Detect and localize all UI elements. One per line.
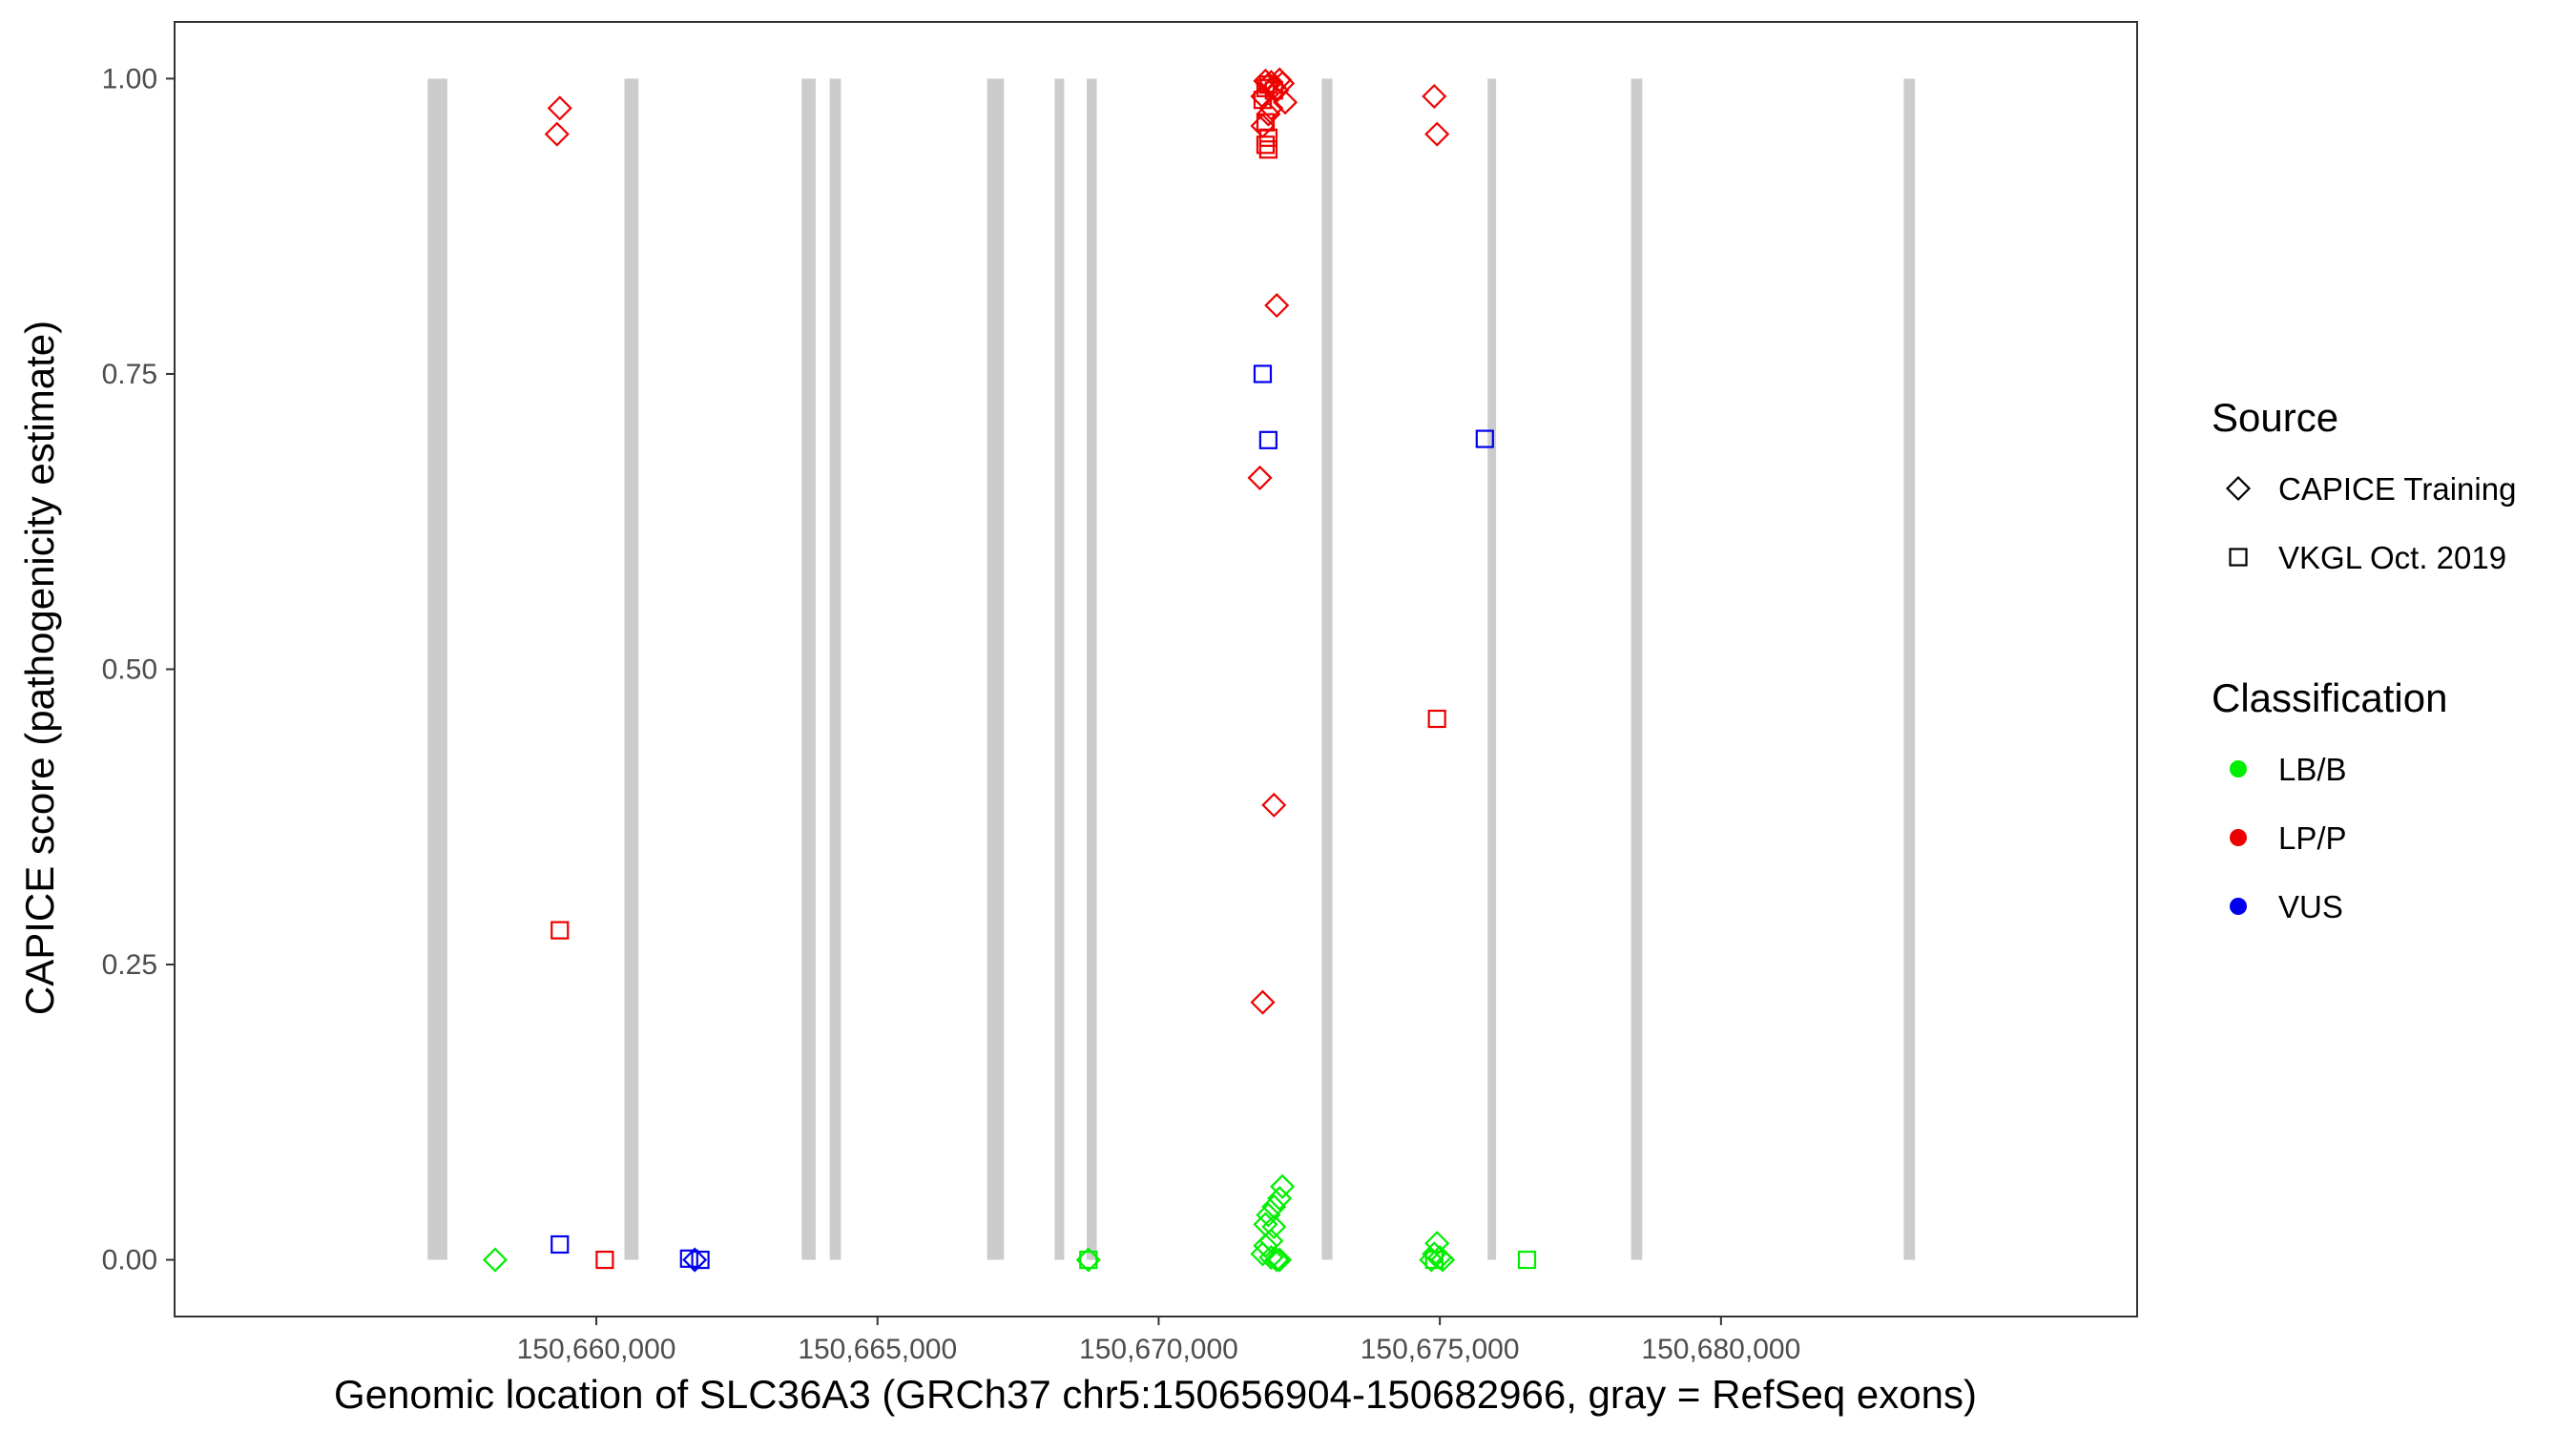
data-point — [544, 121, 570, 147]
data-point — [1264, 1247, 1290, 1273]
data-point — [547, 95, 572, 121]
x-tick-label: 150,660,000 — [517, 1334, 676, 1365]
data-point — [1256, 101, 1281, 127]
data-point — [551, 921, 570, 940]
exon-bar — [1087, 78, 1097, 1260]
y-axis: 0.00 0.25 0.50 0.75 1.00 — [102, 63, 175, 1276]
legend-key-dot — [2230, 760, 2247, 778]
data-point — [1430, 1247, 1456, 1273]
x-tick-label: 150,665,000 — [798, 1334, 957, 1365]
legend-key-square — [2229, 548, 2248, 567]
legend-label: LP/P — [2278, 820, 2347, 856]
x-axis: 150,660,000 150,665,000 150,670,000 150,675… — [517, 1317, 1800, 1365]
data-point — [1250, 989, 1276, 1015]
data-point — [1264, 293, 1290, 319]
legend-key-dot — [2230, 829, 2247, 846]
y-tick-label: 0.50 — [102, 654, 157, 686]
data-point — [1256, 1202, 1281, 1228]
data-point — [1422, 83, 1447, 110]
exon-bar — [427, 78, 447, 1260]
data-point — [1250, 1241, 1276, 1267]
legend-label: VKGL Oct. 2019 — [2278, 540, 2506, 575]
data-point — [1475, 429, 1494, 448]
data-point — [1253, 91, 1273, 110]
data-point — [1270, 1173, 1296, 1199]
data-point — [1424, 1250, 1444, 1270]
exon-bar — [1054, 78, 1065, 1260]
data-point — [1264, 81, 1283, 100]
legend-key-diamond — [2225, 475, 2252, 502]
data-point — [1079, 1250, 1098, 1270]
data-point — [1261, 1193, 1287, 1219]
exon-layer — [427, 78, 1916, 1260]
legend-label: LB/B — [2278, 752, 2347, 787]
legend-label: VUS — [2278, 889, 2343, 924]
y-tick-label: 1.00 — [102, 63, 157, 94]
data-point — [1258, 95, 1284, 121]
exon-bar — [1321, 78, 1333, 1260]
legend-label: CAPICE Training — [2278, 471, 2516, 507]
data-point — [1267, 1247, 1293, 1273]
exon-bar — [801, 78, 816, 1260]
data-point — [1258, 430, 1278, 449]
legend-title: Classification — [2212, 675, 2447, 720]
y-tick-label: 0.75 — [102, 359, 157, 390]
data-point — [1253, 1233, 1278, 1258]
data-point — [682, 1247, 708, 1273]
x-tick-label: 150,680,000 — [1641, 1334, 1800, 1365]
data-point — [679, 1249, 698, 1268]
y-axis-title: CAPICE score (pathogenicity estimate) — [17, 321, 62, 1015]
exon-bar — [987, 78, 1005, 1260]
plot-panel-border — [174, 21, 2138, 1317]
data-point — [1427, 709, 1446, 729]
data-point — [482, 1247, 508, 1273]
data-point — [691, 1250, 710, 1270]
data-point — [1261, 1213, 1287, 1239]
x-axis-title: Genomic location of SLC36A3 (GRCh37 chr5… — [334, 1372, 1977, 1417]
data-point — [1253, 364, 1273, 384]
data-point — [1419, 1247, 1444, 1273]
exon-bar — [829, 78, 841, 1260]
point-layer — [482, 67, 1537, 1273]
data-point — [1258, 1245, 1284, 1271]
legend-key-dot — [2230, 898, 2247, 915]
exon-bar — [624, 78, 639, 1260]
data-point — [1267, 1186, 1293, 1212]
data-point — [1256, 135, 1276, 155]
data-point — [1261, 792, 1287, 818]
exon-bar — [1903, 78, 1916, 1260]
legend-title: Source — [2212, 395, 2338, 440]
data-point — [1517, 1250, 1537, 1270]
legend: Source CAPICE Training VKGL Oct. 2019 Class… — [2212, 395, 2516, 924]
y-tick-label: 0.00 — [102, 1245, 157, 1276]
data-point — [1258, 140, 1278, 159]
x-tick-label: 150,675,000 — [1361, 1334, 1520, 1365]
data-point — [595, 1250, 614, 1270]
data-point — [1424, 121, 1450, 147]
data-point — [1247, 465, 1273, 490]
data-point — [551, 1234, 570, 1255]
exon-bar — [1631, 78, 1643, 1260]
x-tick-label: 150,670,000 — [1079, 1334, 1238, 1365]
y-tick-label: 0.25 — [102, 949, 157, 981]
exon-bar — [1487, 78, 1497, 1260]
